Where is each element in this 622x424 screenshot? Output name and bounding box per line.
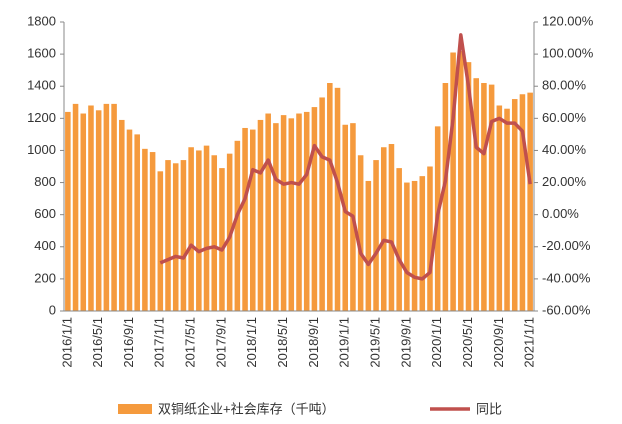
bar	[149, 152, 156, 311]
y-tick-label: 600	[34, 206, 56, 221]
bar	[188, 147, 194, 311]
bar	[265, 113, 271, 312]
bar	[396, 168, 402, 311]
bar	[65, 111, 71, 312]
bar	[380, 147, 387, 311]
bar	[242, 127, 248, 311]
bar	[219, 168, 225, 311]
y-tick-label: 800	[34, 174, 56, 189]
y-tick-label: 1800	[27, 13, 56, 28]
bar	[288, 118, 295, 311]
y-tick-label: 0	[49, 302, 56, 317]
bar	[519, 94, 526, 311]
bar	[103, 103, 110, 311]
bar	[373, 160, 379, 311]
x-tick-label: 2017/1/1	[152, 317, 167, 368]
bar	[450, 52, 456, 311]
bar	[142, 148, 148, 311]
bar	[365, 180, 372, 311]
bar	[527, 92, 533, 312]
x-tick-label: 2020/9/1	[491, 317, 506, 368]
bar	[427, 166, 433, 311]
y-tick-label: 1600	[27, 46, 56, 61]
bar	[496, 105, 503, 311]
bar	[234, 140, 241, 311]
bar	[211, 155, 218, 311]
x-tick-label: 2016/9/1	[121, 317, 136, 368]
y-tick-label: 200	[34, 270, 56, 285]
bar	[134, 134, 140, 311]
bar	[303, 111, 310, 312]
x-tick-label: 2019/9/1	[398, 317, 413, 368]
x-tick-label: 2018/9/1	[306, 317, 321, 368]
legend-swatch	[118, 404, 152, 414]
y2-tick-label: -20.00%	[542, 238, 591, 253]
bar	[411, 180, 418, 311]
bar	[388, 144, 395, 311]
bar	[165, 160, 171, 311]
bar	[481, 83, 487, 311]
bar	[511, 99, 518, 311]
bar	[95, 110, 102, 311]
bar	[334, 87, 341, 311]
bar	[196, 150, 202, 311]
x-tick-label: 2020/1/1	[429, 317, 444, 368]
x-tick-label: 2017/5/1	[183, 317, 198, 368]
y2-tick-label: 100.00%	[542, 46, 594, 61]
x-tick-label: 2018/1/1	[244, 317, 259, 368]
bar	[458, 50, 464, 312]
y2-tick-label: -40.00%	[542, 270, 591, 285]
bar	[126, 129, 133, 311]
bar	[327, 83, 333, 311]
bar	[180, 160, 187, 311]
x-tick-label: 2021/1/1	[522, 317, 537, 368]
line	[159, 33, 532, 281]
legend-label: 双铜纸企业+社会库存（千吨）	[158, 401, 335, 416]
y2-tick-label: 60.00%	[542, 110, 587, 125]
bar	[296, 113, 302, 312]
bar	[203, 145, 210, 311]
bar	[157, 171, 164, 311]
bar	[88, 105, 94, 311]
x-tick-label: 2020/5/1	[460, 317, 475, 368]
bar	[342, 124, 349, 311]
y2-tick-label: 40.00%	[542, 142, 587, 157]
bar	[442, 83, 449, 311]
y2-tick-label: 20.00%	[542, 174, 587, 189]
y2-tick-label: -60.00%	[542, 302, 591, 317]
bar	[273, 123, 279, 312]
x-tick-label: 2019/1/1	[337, 317, 352, 368]
bar	[72, 103, 79, 311]
legend-label: 同比	[476, 401, 502, 416]
bar	[473, 78, 479, 311]
x-tick-label: 2019/5/1	[367, 317, 382, 368]
bar	[465, 62, 472, 312]
bar	[172, 163, 179, 311]
bar	[80, 113, 87, 312]
y2-tick-label: 0.00%	[542, 206, 579, 221]
bar	[488, 84, 495, 311]
x-tick-label: 2017/9/1	[213, 317, 228, 368]
bar	[257, 119, 264, 311]
bar	[111, 103, 117, 311]
bar	[319, 97, 325, 311]
y-tick-label: 400	[34, 238, 56, 253]
bar	[311, 107, 318, 311]
x-tick-label: 2016/1/1	[59, 317, 74, 368]
y-tick-label: 1000	[27, 142, 56, 157]
x-tick-label: 2018/5/1	[275, 317, 290, 368]
bar	[119, 119, 125, 311]
bar	[280, 115, 287, 311]
y2-tick-label: 80.00%	[542, 78, 587, 93]
bar	[249, 129, 256, 311]
bar	[357, 155, 364, 311]
y2-tick-label: 120.00%	[542, 13, 594, 28]
bar	[419, 176, 426, 311]
x-tick-label: 2016/5/1	[90, 317, 105, 368]
y-tick-label: 1400	[27, 78, 56, 93]
bar	[504, 108, 510, 311]
y-tick-label: 1200	[27, 110, 56, 125]
bar	[404, 182, 410, 311]
